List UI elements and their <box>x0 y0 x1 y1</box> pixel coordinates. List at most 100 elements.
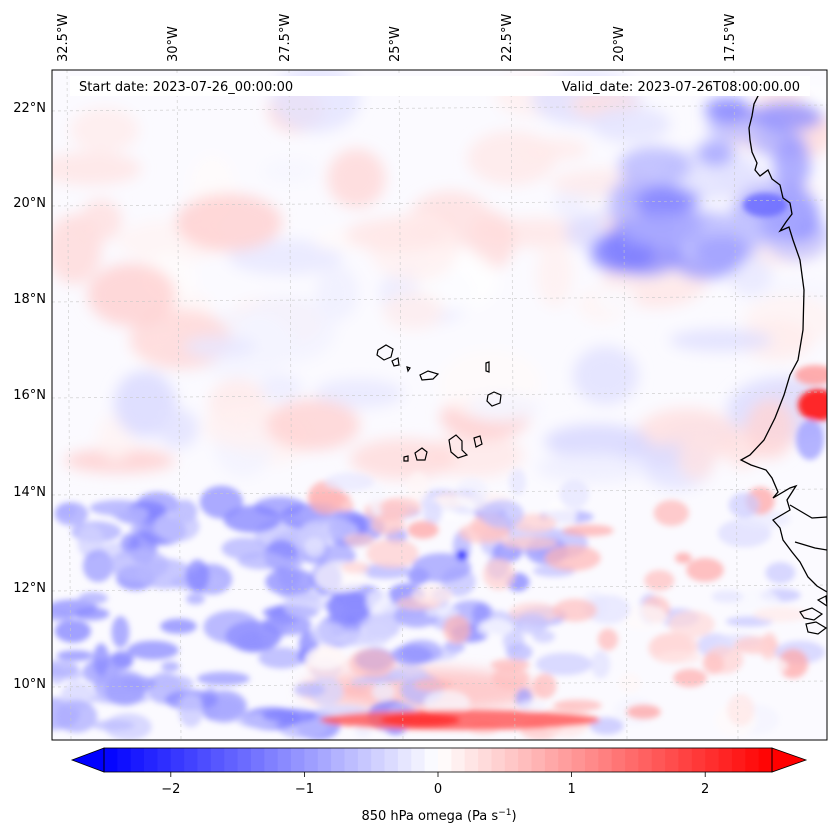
omega-patch <box>502 536 558 550</box>
omega-patch <box>704 97 752 124</box>
meridian-line <box>733 70 739 740</box>
colorbar-segment <box>184 748 198 772</box>
map-plot-area[interactable] <box>30 64 837 741</box>
meridian-line <box>288 70 294 740</box>
omega-patch <box>157 408 199 449</box>
omega-patch <box>237 552 287 570</box>
omega-patch <box>728 492 760 518</box>
omega-patch <box>265 567 316 596</box>
colorbar-segment <box>157 748 172 772</box>
senegal-islands-coast <box>789 504 827 635</box>
omega-patch <box>590 105 671 143</box>
omega-patch <box>515 613 549 634</box>
date-info-box: Start date: 2023-07-26_00:00:00 Valid_da… <box>70 76 810 96</box>
omega-patch <box>759 658 788 674</box>
omega-patch <box>544 545 601 571</box>
omega-patch <box>199 485 243 519</box>
omega-patch <box>423 500 443 525</box>
omega-patch <box>314 378 404 409</box>
meridian-line <box>66 70 72 740</box>
colorbar-segment <box>237 748 252 772</box>
omega-patch <box>657 650 701 665</box>
colorbar-tick-label: 2 <box>701 782 709 797</box>
omega-patch <box>315 265 359 321</box>
colorbar-segment <box>718 748 733 772</box>
colorbar-segment <box>104 748 118 772</box>
omega-patch <box>457 550 467 560</box>
colorbar-segment <box>691 748 706 772</box>
omega-patch <box>127 640 179 660</box>
lat-label: 20°N <box>13 196 46 211</box>
colorbar-segment <box>571 748 586 772</box>
omega-patch <box>262 708 317 723</box>
omega-patch <box>258 647 305 669</box>
omega-patch <box>620 214 705 248</box>
omega-patch <box>87 263 176 327</box>
meridian-line <box>176 70 182 740</box>
omega-patch <box>54 619 91 643</box>
colorbar-segment <box>344 748 359 772</box>
omega-patch <box>70 107 139 153</box>
omega-patch <box>535 652 593 676</box>
omega-patch <box>371 682 395 701</box>
omega-patch <box>536 242 573 308</box>
colorbar-segment <box>424 748 439 772</box>
meridian-line <box>622 70 628 740</box>
colorbar-segment <box>758 748 773 772</box>
omega-patch <box>389 666 428 680</box>
colorbar-max-extend <box>771 747 808 773</box>
colorbar-variable: 850 hPa omega <box>361 809 462 824</box>
colorbar-segment <box>438 748 452 772</box>
omega-patch <box>407 471 429 505</box>
colorbar-segment <box>651 748 666 772</box>
colorbar-segment <box>558 748 572 772</box>
omega-patch <box>711 590 744 603</box>
colorbar-segment <box>531 748 546 772</box>
colorbar-min-extend <box>70 747 105 773</box>
colorbar-segments <box>104 748 773 772</box>
omega-patch <box>727 693 755 727</box>
omega-patch <box>303 537 326 558</box>
omega-patch <box>366 538 419 569</box>
omega-patch <box>544 424 651 459</box>
omega-patch <box>596 285 638 312</box>
colorbar-segment <box>504 748 519 772</box>
omega-patch <box>262 158 318 183</box>
omega-patch <box>379 497 421 518</box>
colorbar-ticks: −2 −1 0 1 2 <box>161 772 709 797</box>
lat-label: 10°N <box>13 677 46 692</box>
colorbar-segment <box>291 748 305 772</box>
colorbar-segment <box>317 748 332 772</box>
omega-patch <box>155 675 194 693</box>
colorbar-label: 850 hPa omega (Pa s−1) <box>361 808 516 824</box>
colorbar-segment <box>625 748 639 772</box>
omega-patch <box>365 589 392 615</box>
colorbar-segment <box>250 748 265 772</box>
colorbar-segment <box>130 748 145 772</box>
colorbar-segment <box>331 748 345 772</box>
colorbar-segment <box>731 748 746 772</box>
omega-patch <box>310 622 347 646</box>
colorbar-tick-label: −2 <box>161 782 180 797</box>
omega-patch <box>109 548 169 581</box>
omega-patch <box>777 649 809 679</box>
omega-field-broad <box>52 70 827 712</box>
omega-patch <box>258 373 303 403</box>
colorbar-segment <box>397 748 412 772</box>
omega-patch <box>348 648 396 678</box>
colorbar-segment <box>277 748 292 772</box>
omega-patch <box>283 593 323 619</box>
omega-patch <box>492 666 529 690</box>
omega-patch <box>423 690 471 715</box>
lon-label: 20°W <box>612 26 627 62</box>
omega-patch <box>533 673 557 699</box>
omega-patch <box>91 719 135 731</box>
omega-patch <box>750 101 823 132</box>
lat-label: 16°N <box>13 388 46 403</box>
omega-patch <box>74 607 110 621</box>
omega-patch <box>618 673 642 693</box>
lat-label: 12°N <box>13 581 46 596</box>
colorbar-segment <box>544 748 559 772</box>
omega-patch <box>52 152 142 186</box>
meridian-line <box>398 70 404 740</box>
